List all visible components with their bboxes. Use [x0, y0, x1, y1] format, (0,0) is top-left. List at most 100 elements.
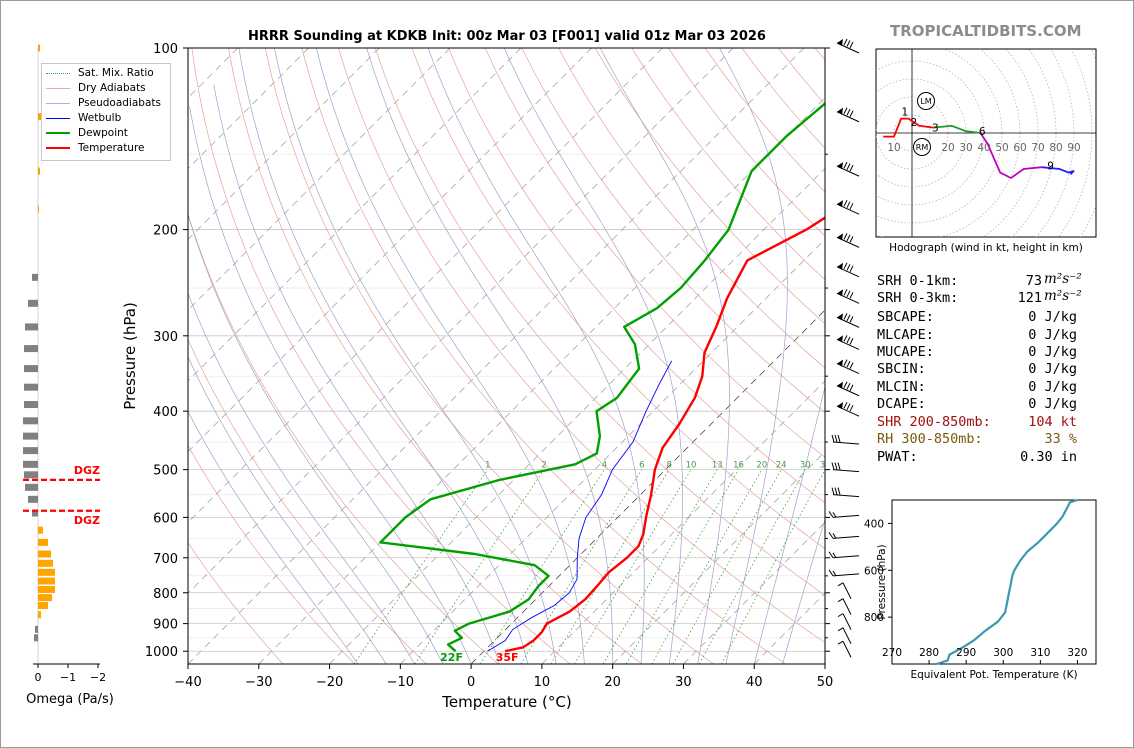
- mixing-ratio-label: 20: [756, 461, 767, 471]
- stat-unit: m²s⁻²: [1044, 288, 1082, 304]
- theta-e-x-tick-label: 320: [1067, 647, 1087, 659]
- left-mover-label: LM: [920, 97, 931, 106]
- pseudoadiabat: [188, 292, 415, 664]
- omega-bar: [34, 634, 38, 642]
- wind-barb-flag: [837, 402, 843, 410]
- wind-barb: [836, 199, 860, 215]
- dry-adiabat: [484, 48, 825, 458]
- wind-barb-tick: [834, 434, 838, 443]
- theta-e-y-tick-label: 600: [864, 565, 884, 577]
- x-axis-label: Temperature (°C): [441, 693, 571, 711]
- stat-value: 73: [1025, 273, 1042, 289]
- wind-barb: [836, 262, 860, 278]
- right-mover-marker: [913, 138, 931, 156]
- stat-row: DCAPE: 0 J/kg: [877, 396, 1077, 413]
- wind-barb: [828, 569, 860, 577]
- wind-barb-tick: [837, 582, 844, 587]
- mixing-ratio-label: 13: [712, 461, 723, 471]
- wind-barb-tick: [843, 289, 848, 296]
- isotherm: [188, 48, 451, 311]
- wind-barb: [837, 640, 852, 658]
- wind-barb-staff: [832, 555, 860, 559]
- x-tick-label: 30: [675, 675, 692, 690]
- wind-barb-tick: [837, 434, 841, 443]
- x-tick-label: −40: [174, 675, 201, 690]
- wind-barb-staff: [842, 627, 852, 645]
- dgz-label-top: DGZ: [74, 464, 100, 477]
- wind-barb-tick: [846, 40, 851, 47]
- wind-barb-tick: [846, 234, 851, 242]
- theta-e-y-tick-label: 400: [864, 518, 884, 530]
- wind-barb: [836, 161, 860, 177]
- omega-bar: [23, 447, 38, 455]
- hodograph-ring-label: 90: [1067, 142, 1080, 154]
- wind-barb-tick: [831, 462, 835, 470]
- theta-e-x-tick-label: 310: [1030, 647, 1050, 659]
- mixing-ratio-line: [699, 469, 806, 664]
- wind-barb: [836, 38, 860, 54]
- hodograph-height-label: 3: [932, 123, 939, 135]
- pseudoadiabat: [238, 48, 529, 664]
- mixing-ratio-label: 4: [602, 461, 607, 471]
- theta-e-x-tick-label: 300: [993, 647, 1013, 659]
- stat-label: SBCIN:: [877, 361, 926, 377]
- pseudoadiabat: [274, 48, 557, 664]
- mixing-ratio-label: 1: [485, 461, 490, 471]
- wind-barb-flag: [837, 233, 843, 241]
- mixing-ratio-label: 16: [733, 461, 744, 471]
- stat-value: 0.30 in: [1020, 449, 1077, 465]
- mixing-ratio-line: [414, 469, 545, 664]
- dry-adiabat: [301, 48, 786, 664]
- chart-legend: Sat. Mix. Ratio Dry Adiabats Pseudoadiab…: [41, 63, 171, 161]
- hodograph-trace: [883, 117, 934, 138]
- wind-barb-tick: [843, 199, 848, 207]
- wind-barb: [836, 313, 860, 328]
- wind-barb-staff: [842, 598, 852, 615]
- pseudoadiabat: [189, 106, 472, 664]
- wind-barb-tick: [834, 462, 838, 470]
- y-tick-label: 300: [153, 330, 178, 345]
- dry-adiabat: [594, 48, 825, 325]
- isotherm: [188, 48, 309, 170]
- isotherm: [188, 48, 805, 664]
- wind-barb: [831, 434, 860, 445]
- isotherm: [188, 48, 734, 594]
- wind-barb-tick: [843, 233, 848, 240]
- x-tick-label: 10: [534, 675, 551, 690]
- omega-bar: [38, 167, 40, 175]
- stat-value: 0 J/kg: [1028, 379, 1077, 395]
- stat-value: 0 J/kg: [1028, 309, 1077, 325]
- wind-barb-tick: [846, 163, 851, 170]
- omega-bar: [38, 585, 55, 593]
- wind-barb-tick: [828, 551, 834, 559]
- y-tick-label: 100: [153, 42, 178, 57]
- wind-barb-flag: [837, 359, 843, 367]
- mixing-ratio-label: 30: [800, 461, 811, 471]
- isotherm: [188, 48, 592, 453]
- wind-barb-flag: [837, 162, 843, 170]
- wind-barb: [831, 462, 860, 473]
- omega-axis-label: Omega (Pa/s): [26, 692, 114, 707]
- wind-barb: [828, 551, 860, 559]
- dry-adiabat: [264, 48, 714, 664]
- stat-label: SRH 0-1km:: [877, 273, 959, 289]
- dry-adiabat: [228, 48, 643, 664]
- omega-bar: [32, 509, 38, 517]
- mixing-ratio-label: 24: [776, 461, 787, 471]
- omega-bar: [32, 273, 38, 281]
- x-tick-label: 0: [467, 675, 475, 690]
- wind-barb-tick: [843, 359, 848, 366]
- stat-label: RH 300-850mb:: [877, 431, 983, 447]
- stat-value: 121: [1017, 290, 1042, 306]
- wind-barb-staff: [832, 535, 860, 539]
- y-tick-label: 400: [153, 405, 178, 420]
- mixing-ratio-label: 36: [820, 461, 831, 471]
- x-tick-label: −30: [245, 675, 272, 690]
- y-tick-label: 1000: [145, 645, 178, 660]
- x-tick-label: −10: [387, 675, 414, 690]
- y-tick-label: 800: [153, 587, 178, 602]
- plot-frame: [187, 47, 826, 665]
- omega-bar: [38, 205, 39, 213]
- theta-e-y-tick-label: 800: [864, 612, 884, 624]
